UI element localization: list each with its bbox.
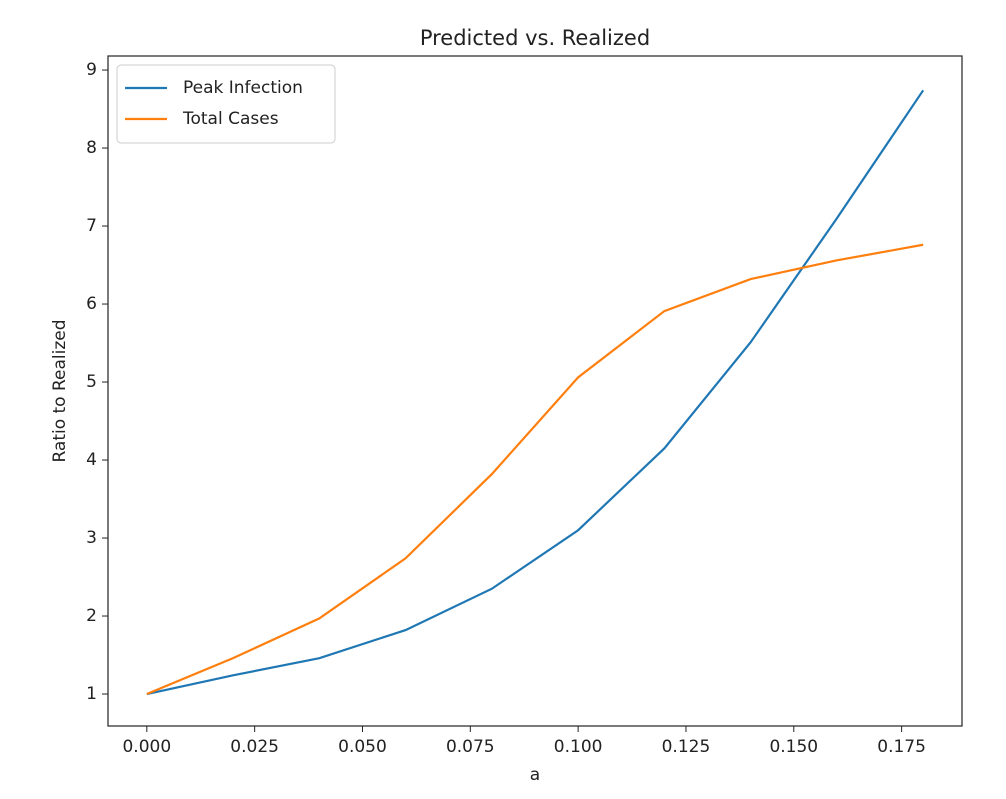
x-tick-label: 0.100 [554,737,603,757]
x-tick-label: 0.150 [769,737,818,757]
x-tick-label: 0.000 [122,737,171,757]
chart-title: Predicted vs. Realized [420,26,650,50]
y-tick-label: 2 [86,606,97,626]
x-tick-label: 0.175 [877,737,926,757]
plot-frame [107,55,963,727]
y-tick-label: 9 [86,60,97,80]
y-tick-label: 3 [86,528,97,548]
y-tick-label: 5 [86,372,97,392]
line [146,243,924,696]
x-axis-label: a [530,765,540,785]
x-tick-label: 0.025 [230,737,279,757]
y-tick-label: 6 [86,294,97,314]
line [146,89,925,696]
legend-box [116,64,336,144]
x-tick-label: 0.075 [446,737,495,757]
x-tick-label: 0.050 [338,737,387,757]
y-tick-label: 1 [86,684,97,704]
y-tick-label: 8 [86,138,97,158]
y-axis-label: Ratio to Realized [50,319,70,462]
legend-label: Peak Infection [183,78,303,98]
y-tick-label: 7 [86,216,97,236]
y-tick-label: 4 [86,450,97,470]
x-tick-label: 0.125 [662,737,711,757]
legend-label: Total Cases [182,109,279,129]
